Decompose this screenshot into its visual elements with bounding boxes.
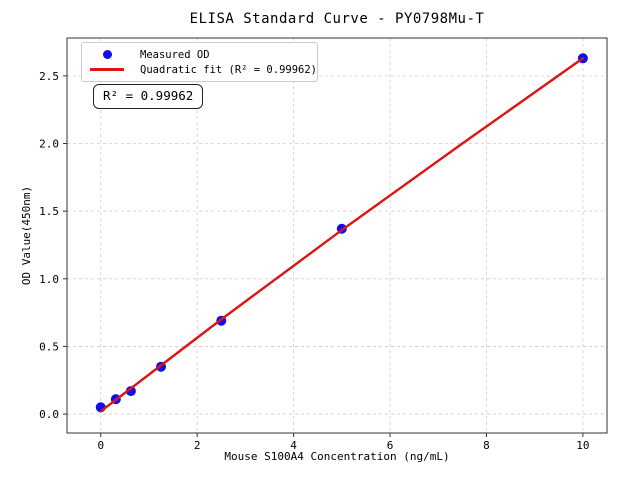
legend: Measured OD Quadratic fit (R² = 0.99962) <box>81 42 318 82</box>
x-tick-label: 2 <box>194 439 201 452</box>
tick-marks <box>63 75 584 437</box>
x-tick-label: 0 <box>97 439 104 452</box>
y-axis-label: OD Value(450nm) <box>20 185 33 286</box>
x-tick-label: 10 <box>576 439 589 452</box>
legend-line-marker-icon <box>82 68 132 71</box>
fit-line <box>99 57 585 413</box>
x-tick-label: 4 <box>290 439 297 452</box>
x-tick-label: 6 <box>387 439 394 452</box>
y-tick-label: 0.5 <box>39 340 59 353</box>
x-tick-label: 8 <box>483 439 490 452</box>
legend-item-measured-od: Measured OD <box>82 47 309 62</box>
legend-label-measured-od: Measured OD <box>140 48 210 61</box>
legend-item-quadratic-fit: Quadratic fit (R² = 0.99962) <box>82 62 317 77</box>
data-point <box>125 386 136 397</box>
y-tick-label: 2.0 <box>39 138 59 151</box>
tick-labels: 0 2 4 6 8 10 0.0 0.5 1.0 1.5 2.0 2.5 <box>39 70 589 452</box>
y-tick-label: 1.5 <box>39 205 59 218</box>
grid <box>67 38 607 433</box>
x-axis-label: Mouse S100A4 Concentration (ng/mL) <box>224 450 450 463</box>
legend-dot-marker-icon <box>82 50 132 59</box>
plot-border <box>66 37 608 434</box>
y-tick-label: 1.0 <box>39 273 59 286</box>
y-tick-label: 0.0 <box>39 408 59 421</box>
legend-label-quadratic-fit: Quadratic fit (R² = 0.99962) <box>140 63 318 76</box>
chart-title: ELISA Standard Curve - PY0798Mu-T <box>189 11 485 27</box>
r-squared-annotation: R² = 0.99962 <box>93 84 204 109</box>
y-tick-label: 2.5 <box>39 70 59 83</box>
